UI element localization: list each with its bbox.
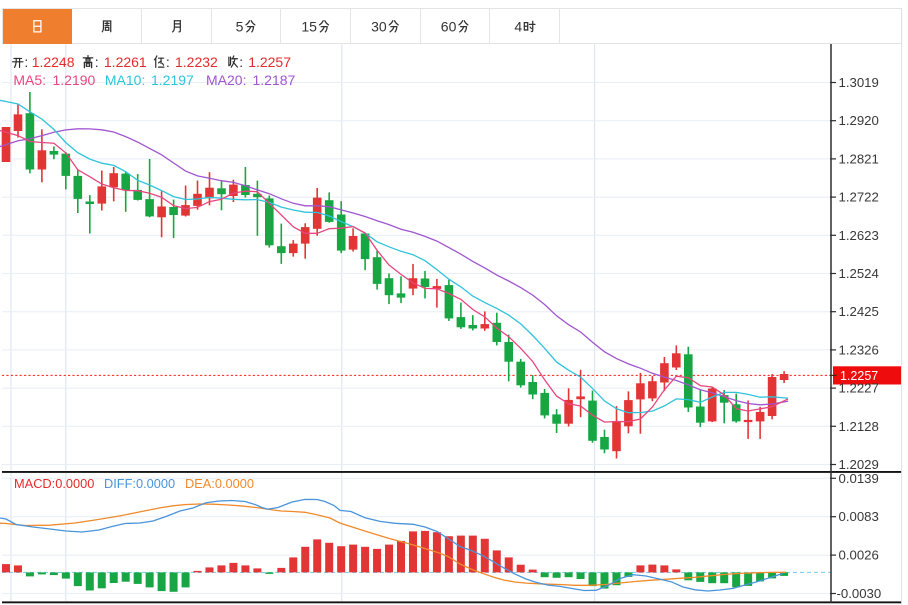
svg-text:0.0026: 0.0026 [839,548,879,563]
svg-text:1.2197: 1.2197 [151,72,194,88]
svg-text::: : [239,54,243,70]
svg-text:30: 30 [371,19,387,35]
svg-text:-0.0030: -0.0030 [837,586,882,601]
svg-text:1.2261: 1.2261 [104,54,147,70]
svg-text:60: 60 [441,19,457,35]
svg-text:1.2524: 1.2524 [839,266,879,281]
svg-text:1.2187: 1.2187 [253,72,296,88]
svg-text::: : [166,54,170,70]
svg-text:DEA:0.0000: DEA:0.0000 [185,476,254,491]
svg-text:1.2722: 1.2722 [839,190,879,205]
svg-text:5: 5 [236,19,244,35]
svg-text:MA20:: MA20: [206,72,246,88]
svg-text:1.3019: 1.3019 [839,75,879,90]
svg-text:MACD:0.0000: MACD:0.0000 [14,476,94,491]
svg-text:1.2920: 1.2920 [839,113,879,128]
svg-text:15: 15 [301,19,317,35]
svg-text:0.0083: 0.0083 [839,509,879,524]
svg-text:1.2821: 1.2821 [839,151,879,166]
svg-text::: : [24,54,28,70]
svg-text:1.2257: 1.2257 [248,54,291,70]
svg-text::: : [95,54,99,70]
svg-text:1.2128: 1.2128 [839,419,879,434]
svg-text:1.2326: 1.2326 [839,342,879,357]
svg-text:4: 4 [514,19,522,35]
svg-text:1.2257: 1.2257 [840,369,878,383]
svg-text:1.2190: 1.2190 [53,72,96,88]
svg-text:1.2029: 1.2029 [839,457,879,472]
svg-text:1.2425: 1.2425 [839,304,879,319]
svg-text:1.2248: 1.2248 [32,54,75,70]
svg-text:0.0139: 0.0139 [839,471,879,486]
svg-text:1.2623: 1.2623 [839,228,879,243]
svg-text:DIFF:0.0000: DIFF:0.0000 [104,476,175,491]
svg-text:1.2227: 1.2227 [839,381,879,396]
svg-text:MA5:: MA5: [13,72,46,88]
svg-text:MA10:: MA10: [105,72,145,88]
svg-text:1.2232: 1.2232 [175,54,218,70]
